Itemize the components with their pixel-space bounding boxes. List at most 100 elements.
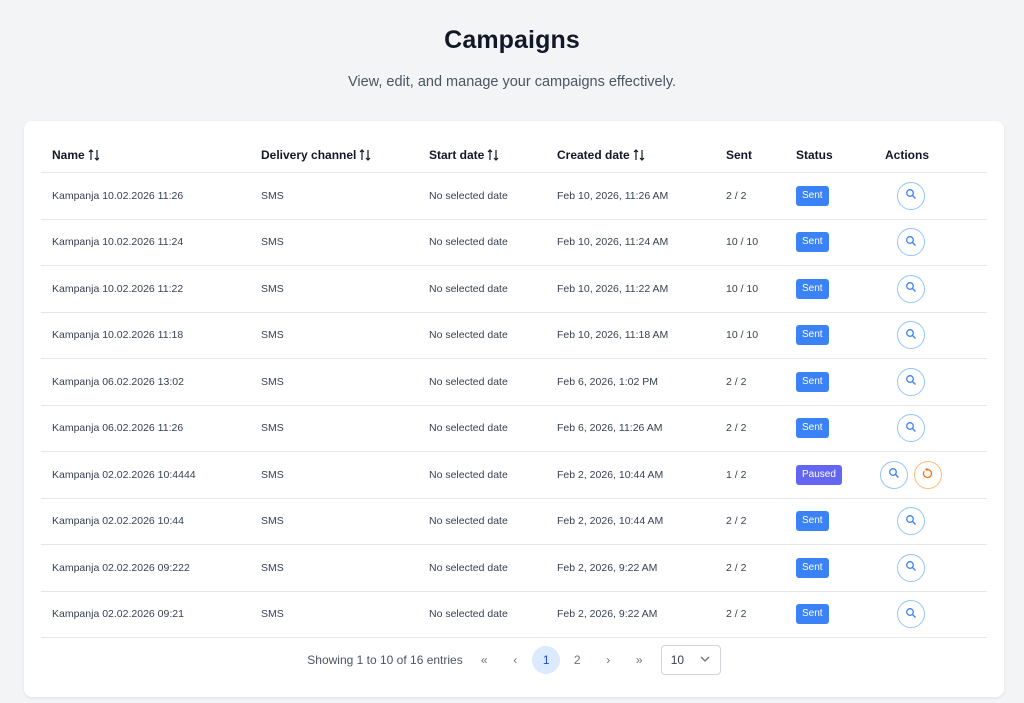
view-button[interactable] xyxy=(896,274,925,303)
prev-page-button[interactable]: ‹ xyxy=(513,653,518,667)
campaigns-card: Name Delivery channel Start date Created… xyxy=(24,121,1004,697)
table-row: Kampanja 10.02.2026 11:18 SMS No selected … xyxy=(41,313,987,359)
created-date: Feb 6, 2026, 1:02 PM xyxy=(557,375,658,388)
sent-count: 2 / 2 xyxy=(726,515,747,528)
actions-cell xyxy=(854,507,967,536)
table-row: Kampanja 02.02.2026 09:222 SMS No selected… xyxy=(41,545,987,592)
page-size-select[interactable]: 10 xyxy=(660,645,721,675)
search-icon xyxy=(905,374,917,389)
status-cell: Sent xyxy=(785,371,874,392)
status-cell: Sent xyxy=(785,325,874,346)
table-body: Kampanja 10.02.2026 11:26 SMS No selected … xyxy=(41,173,987,638)
table-row: Kampanja 10.02.2026 11:24 SMS No selected … xyxy=(41,220,987,266)
campaign-name: Kampanja 02.02.2026 10:4444 xyxy=(52,468,196,481)
status-cell: Sent xyxy=(785,557,874,578)
sort-arrows-icon[interactable] xyxy=(487,148,499,161)
sent-count: 2 / 2 xyxy=(726,608,747,621)
start-date: No selected date xyxy=(429,329,508,342)
sent-count: 2 / 2 xyxy=(726,375,747,388)
status-cell: Paused xyxy=(785,464,874,485)
table-row: Kampanja 06.02.2026 11:26 SMS No selected … xyxy=(41,406,987,452)
view-button[interactable] xyxy=(879,460,908,489)
delivery-channel: SMS xyxy=(261,561,284,574)
delivery-channel: SMS xyxy=(261,515,284,528)
created-date: Feb 6, 2026, 11:26 AM xyxy=(557,422,663,435)
column-header-label: Created date xyxy=(557,147,630,162)
view-button[interactable] xyxy=(896,553,925,582)
status-badge: Sent xyxy=(796,557,829,578)
sort-arrows-icon[interactable] xyxy=(633,148,645,161)
table-row: Kampanja 10.02.2026 11:26 SMS No selected … xyxy=(41,173,987,220)
sent-count: 1 / 2 xyxy=(726,468,747,481)
actions-cell xyxy=(854,181,967,210)
created-date: Feb 2, 2026, 10:44 AM xyxy=(557,515,664,528)
status-badge: Sent xyxy=(796,278,829,299)
status-badge: Paused xyxy=(796,464,842,485)
pagination-info: Showing 1 to 10 of 16 entries xyxy=(307,653,463,667)
page-title: Campaigns xyxy=(444,26,580,54)
search-icon xyxy=(905,235,917,250)
start-date: No selected date xyxy=(429,189,508,202)
created-date: Feb 2, 2026, 9:22 AM xyxy=(557,561,658,574)
start-date: No selected date xyxy=(429,608,508,621)
column-header-label: Actions xyxy=(885,147,930,162)
sent-count: 2 / 2 xyxy=(726,561,747,574)
created-date: Feb 10, 2026, 11:24 AM xyxy=(557,236,669,249)
status-cell: Sent xyxy=(785,232,874,253)
view-button[interactable] xyxy=(896,321,925,350)
column-header-start-date[interactable]: Start date xyxy=(418,148,546,162)
actions-cell xyxy=(854,228,967,257)
status-cell: Sent xyxy=(785,278,874,299)
table-row: Kampanja 02.02.2026 09:21 SMS No selected … xyxy=(41,592,987,638)
campaign-name: Kampanja 10.02.2026 11:18 xyxy=(52,329,184,342)
page-button-1[interactable]: 1 xyxy=(532,646,561,674)
status-badge: Sent xyxy=(796,185,829,206)
delivery-channel: SMS xyxy=(261,189,284,202)
delivery-channel: SMS xyxy=(261,468,284,481)
campaign-name: Kampanja 02.02.2026 09:222 xyxy=(52,561,190,574)
page-size-value: 10 xyxy=(670,653,685,667)
search-icon xyxy=(905,188,917,203)
column-header-label: Delivery channel xyxy=(261,147,357,162)
view-button[interactable] xyxy=(896,181,925,210)
view-button[interactable] xyxy=(896,367,925,396)
column-header-label: Status xyxy=(796,147,833,162)
campaign-name: Kampanja 02.02.2026 09:21 xyxy=(52,608,184,621)
status-badge: Sent xyxy=(796,418,829,439)
sort-arrows-icon[interactable] xyxy=(88,148,100,161)
page-subtitle: View, edit, and manage your campaigns ef… xyxy=(347,74,677,90)
column-header-delivery-channel[interactable]: Delivery channel xyxy=(250,148,418,162)
delivery-channel: SMS xyxy=(261,236,284,249)
view-button[interactable] xyxy=(896,228,925,257)
last-page-button[interactable]: » xyxy=(635,653,643,667)
delivery-channel: SMS xyxy=(261,329,284,342)
restart-button[interactable] xyxy=(913,460,942,489)
view-button[interactable] xyxy=(896,600,925,629)
column-header-label: Start date xyxy=(429,147,485,162)
column-header-name[interactable]: Name xyxy=(41,148,250,162)
chevron-down-icon xyxy=(699,653,711,668)
status-badge: Sent xyxy=(796,232,829,253)
sent-count: 10 / 10 xyxy=(726,329,759,342)
campaign-name: Kampanja 10.02.2026 11:22 xyxy=(52,282,184,295)
page-button-2[interactable]: 2 xyxy=(573,653,581,667)
view-button[interactable] xyxy=(896,414,925,443)
status-cell: Sent xyxy=(785,185,874,206)
column-header-created-date[interactable]: Created date xyxy=(546,148,715,162)
actions-cell xyxy=(854,414,967,443)
view-button[interactable] xyxy=(896,507,925,536)
sort-arrows-icon[interactable] xyxy=(359,148,371,161)
next-page-button[interactable]: › xyxy=(606,653,611,667)
first-page-button[interactable]: « xyxy=(480,653,488,667)
search-icon xyxy=(905,328,917,343)
delivery-channel: SMS xyxy=(261,608,284,621)
status-badge: Sent xyxy=(796,511,829,532)
status-badge: Sent xyxy=(796,371,829,392)
start-date: No selected date xyxy=(429,236,508,249)
campaign-name: Kampanja 06.02.2026 11:26 xyxy=(52,422,184,435)
status-badge: Sent xyxy=(796,604,829,625)
column-header-actions: Actions xyxy=(874,148,987,162)
campaign-name: Kampanja 06.02.2026 13:02 xyxy=(52,375,184,388)
search-icon xyxy=(905,281,917,296)
column-header-label: Name xyxy=(52,147,85,162)
